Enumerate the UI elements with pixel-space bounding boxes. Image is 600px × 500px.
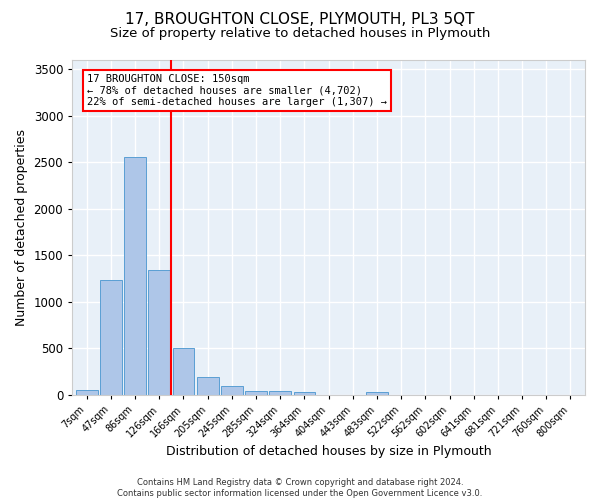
Bar [269, 391, 291, 395]
Bar [100, 280, 122, 395]
Bar [76, 390, 98, 395]
X-axis label: Distribution of detached houses by size in Plymouth: Distribution of detached houses by size … [166, 444, 491, 458]
Bar [124, 157, 146, 395]
Bar [245, 390, 267, 395]
Text: Size of property relative to detached houses in Plymouth: Size of property relative to detached ho… [110, 28, 490, 40]
Bar [148, 270, 170, 395]
Text: Contains HM Land Registry data © Crown copyright and database right 2024.
Contai: Contains HM Land Registry data © Crown c… [118, 478, 482, 498]
Text: 17, BROUGHTON CLOSE, PLYMOUTH, PL3 5QT: 17, BROUGHTON CLOSE, PLYMOUTH, PL3 5QT [125, 12, 475, 28]
Bar [221, 386, 243, 395]
Bar [197, 377, 218, 395]
Bar [293, 392, 316, 395]
Bar [173, 348, 194, 395]
Bar [366, 392, 388, 395]
Text: 17 BROUGHTON CLOSE: 150sqm
← 78% of detached houses are smaller (4,702)
22% of s: 17 BROUGHTON CLOSE: 150sqm ← 78% of deta… [87, 74, 387, 107]
Y-axis label: Number of detached properties: Number of detached properties [15, 129, 28, 326]
